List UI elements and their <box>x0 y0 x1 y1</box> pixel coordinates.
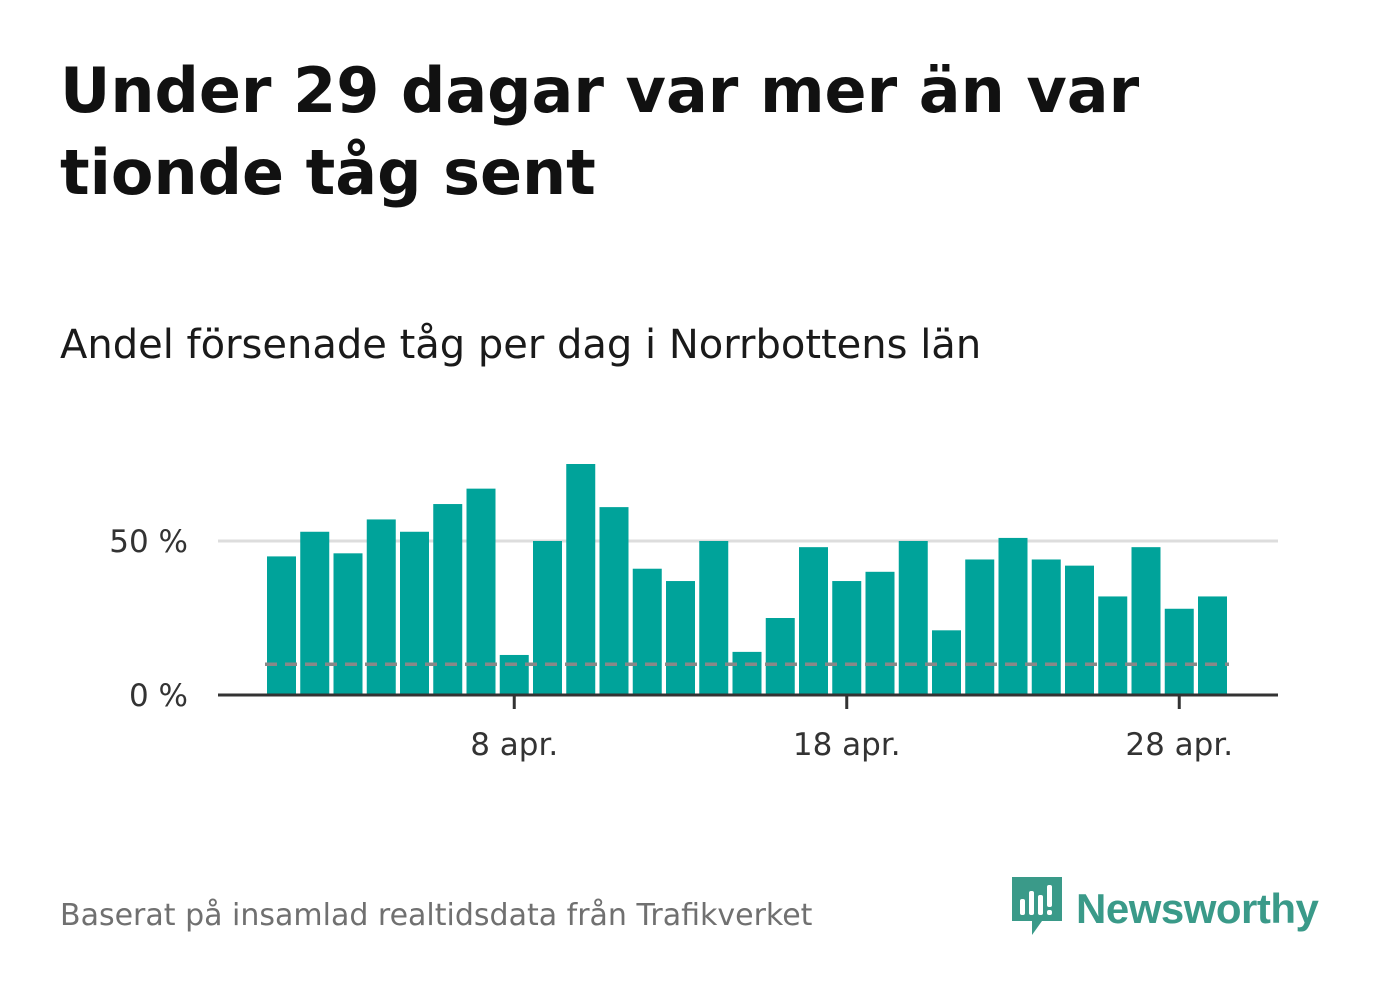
bar <box>765 618 795 695</box>
bar <box>799 547 828 695</box>
x-tick-label: 18 apr. <box>793 727 901 763</box>
bar <box>699 541 729 695</box>
bar-chart-speech-bubble-icon <box>1012 877 1062 941</box>
bar <box>898 541 928 695</box>
bar <box>632 568 662 695</box>
bar <box>333 553 363 695</box>
bar <box>599 507 629 695</box>
bar <box>366 519 396 695</box>
bar <box>865 571 895 695</box>
bar <box>1031 559 1061 695</box>
bar-layer <box>267 464 1227 695</box>
bar <box>1131 547 1161 695</box>
chart-title: Under 29 dagar var mer än var tionde tåg… <box>60 54 1140 209</box>
bar <box>433 504 463 695</box>
y-tick-label: 0 % <box>129 678 188 714</box>
bar <box>732 651 762 695</box>
bar <box>1098 596 1128 695</box>
bar <box>466 488 496 695</box>
bar <box>400 531 429 695</box>
brand-logo: Newsworthy <box>1012 877 1319 941</box>
bar <box>965 559 995 695</box>
bar <box>1065 565 1094 695</box>
bar <box>300 531 330 695</box>
bar <box>533 541 562 695</box>
bar <box>499 654 529 695</box>
x-tick-label: 28 apr. <box>1125 727 1233 763</box>
bar <box>1164 608 1194 695</box>
chart-subtitle: Andel försenade tåg per dag i Norrbotten… <box>60 322 982 368</box>
bar <box>666 581 695 695</box>
bar-chart: 0 % 50 % 8 apr. 18 apr. 28 apr. <box>109 464 1278 763</box>
x-tick-label: 8 apr. <box>470 727 558 763</box>
y-tick-label: 50 % <box>109 524 188 560</box>
axis-layer: 0 % 50 % 8 apr. 18 apr. 28 apr. <box>109 524 1278 763</box>
brand-name: Newsworthy <box>1076 885 1319 932</box>
bar <box>998 537 1028 695</box>
bar <box>1198 596 1227 695</box>
source-note: Baserat på insamlad realtidsdata från Tr… <box>60 898 813 933</box>
bar <box>267 556 296 695</box>
bar <box>566 464 596 695</box>
bar <box>832 581 862 695</box>
